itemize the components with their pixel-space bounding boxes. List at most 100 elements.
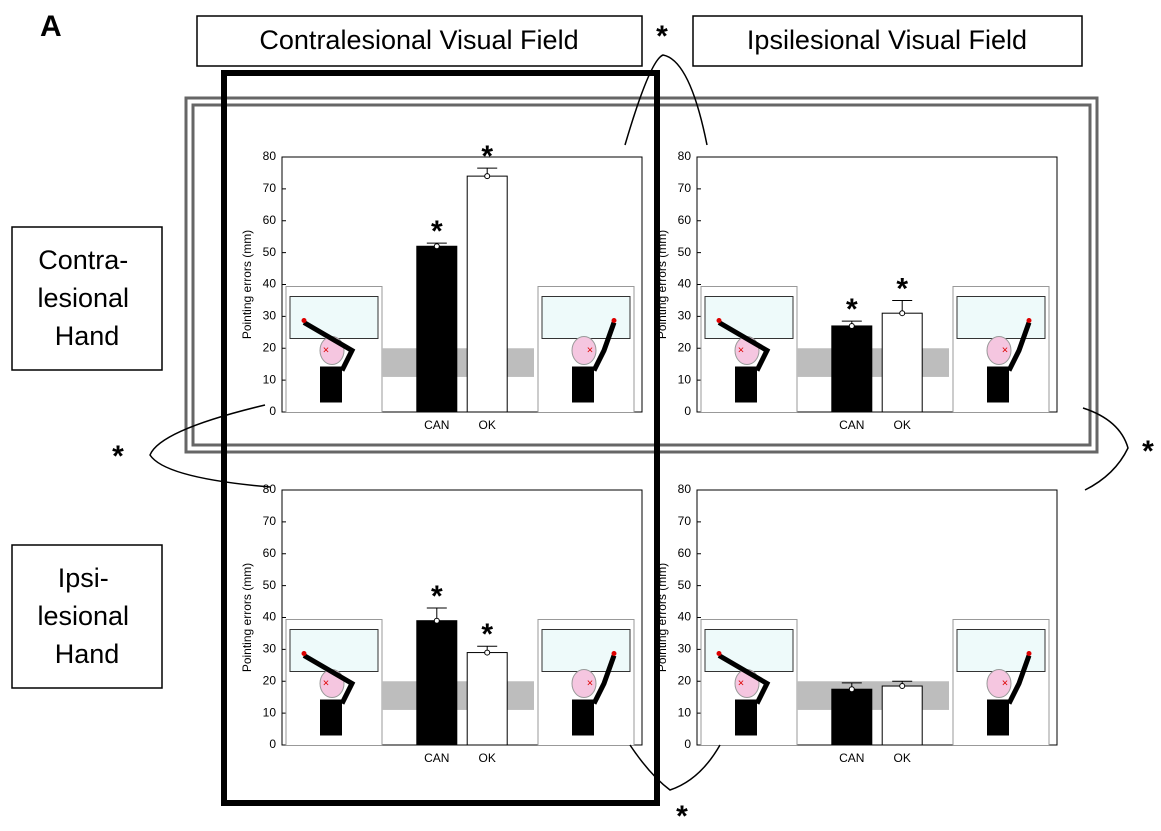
inset-target [611,318,617,323]
inset-target [611,651,617,656]
y-tick-label: 60 [263,546,277,560]
y-tick-label: 20 [678,340,692,354]
y-tick-label: 0 [269,737,276,751]
y-tick-label: 80 [678,482,692,496]
y-axis-label: Pointing errors (mm) [240,563,254,672]
y-tick-label: 20 [678,673,692,687]
inset-body [572,366,594,403]
row-frame [184,96,1099,454]
y-axis-label: Pointing errors (mm) [240,230,254,339]
row-header: Contra- lesional Hand [37,245,136,351]
y-tick-label: 70 [678,514,692,528]
y-tick-label: 20 [263,340,277,354]
y-tick-label: 60 [263,213,277,227]
panel-label: A [40,10,62,43]
mean-marker [899,683,906,690]
column-header: Ipsilesional Visual Field [747,25,1027,55]
mean-marker [848,686,855,693]
y-tick-label: 80 [263,149,277,163]
inset-body [735,366,757,403]
y-tick-label: 40 [678,277,692,291]
bar [466,175,508,413]
significance-mark: * [481,618,493,651]
mean-marker [484,173,491,180]
inset-body [320,699,342,736]
significance-mark: * [846,293,858,326]
header-box [196,15,643,67]
inset-cross: × [323,344,329,356]
inset-arm [302,653,356,705]
y-tick-label: 30 [263,642,277,656]
inset-head [986,669,1012,698]
y-tick-label: 40 [263,277,277,291]
row-header-line: Ipsi- [58,563,109,593]
inset-head [571,336,597,365]
y-tick-label: 30 [263,309,277,323]
y-tick-label: 50 [263,245,277,259]
y-tick-label: 10 [678,372,692,386]
shaded-range [382,348,534,377]
inset-screen [289,629,379,672]
y-tick-label: 20 [263,673,277,687]
comparison-mark: * [112,440,124,473]
inset-arm [717,653,771,705]
column-frame [221,70,660,806]
x-tick-label: CAN [424,418,449,432]
bracket [629,744,721,791]
significance-mark: * [896,272,908,305]
y-tick-label: 10 [263,372,277,386]
mean-marker [433,617,440,624]
inset-arm [302,320,356,372]
inset-screen [956,629,1046,672]
bar [881,685,923,746]
bracket [1082,407,1129,491]
inset-screen [541,629,631,672]
inset-arm [591,321,617,372]
shaded-range [797,681,949,710]
row-header-line: lesional [37,601,129,631]
inset-head [986,336,1012,365]
inset-screen [541,296,631,339]
y-tick-label: 0 [684,737,691,751]
mean-marker [848,322,855,329]
inset-arm [1006,321,1032,372]
x-tick-label: OK [479,751,496,765]
inset-cross: × [738,677,744,689]
inset-screen [289,296,379,339]
y-tick-label: 50 [678,578,692,592]
bar [416,620,458,746]
inset-cross: × [587,677,593,689]
inset-target [301,651,307,656]
bar [831,688,873,746]
y-tick-label: 30 [678,642,692,656]
shaded-range [382,681,534,710]
inset-target [1026,318,1032,323]
inset-target [1026,651,1032,656]
inset-head [571,669,597,698]
header-box [11,544,163,689]
inset-cross: × [738,344,744,356]
significance-mark: * [431,215,443,248]
y-tick-label: 50 [678,245,692,259]
row-header-line: Hand [55,321,120,351]
inset-target [716,651,722,656]
y-tick-label: 60 [678,546,692,560]
inset-screen [704,629,794,672]
x-tick-label: CAN [839,418,864,432]
mean-marker [484,649,491,656]
x-tick-label: CAN [424,751,449,765]
comparison-mark: * [1142,435,1154,468]
inset-body [320,366,342,403]
bar [466,652,508,746]
inset-arm [591,654,617,705]
inset-screen [704,296,794,339]
y-tick-label: 80 [678,149,692,163]
y-tick-label: 10 [263,705,277,719]
mean-marker [899,310,906,317]
column-header: Contralesional Visual Field [259,25,578,55]
shaded-range [797,348,949,377]
inset-body [987,366,1009,403]
bar [416,245,458,413]
y-tick-label: 30 [678,309,692,323]
row-header-line: Contra- [38,245,128,275]
